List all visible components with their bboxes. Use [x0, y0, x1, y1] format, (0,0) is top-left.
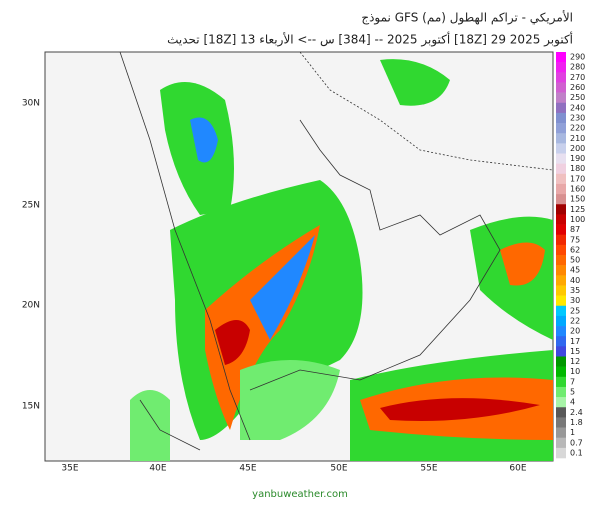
colorbar-swatch	[556, 194, 566, 205]
colorbar-label: 250	[570, 93, 585, 102]
colorbar-label: 12	[570, 357, 580, 366]
colorbar-label: 15	[570, 347, 580, 356]
colorbar-swatch	[556, 214, 566, 225]
colorbar-label: 87	[570, 225, 580, 234]
map-area	[44, 51, 554, 462]
colorbar-label: 40	[570, 276, 580, 285]
colorbar-swatch	[556, 52, 566, 63]
colorbar-label: 210	[570, 134, 585, 143]
colorbar-swatch	[556, 62, 566, 73]
colorbar-label: 280	[570, 63, 585, 72]
colorbar-swatch	[556, 427, 566, 438]
colorbar-label: 30	[570, 296, 580, 305]
colorbar-label: 20	[570, 327, 580, 336]
colorbar-swatch	[556, 295, 566, 307]
colorbar-swatch	[556, 153, 566, 164]
coastlines	[119, 52, 553, 451]
colorbar-swatch	[556, 183, 566, 195]
lat-label: 30N	[22, 99, 40, 109]
colorbar-label: 1	[570, 428, 575, 437]
subtitle: تحديث [18Z] 13 أكتوبر 2025 -- [384] س --…	[167, 32, 573, 48]
colorbar-swatch	[556, 366, 566, 378]
title: نموذج GFS الأمريكي - تراكم الهطول (مم)	[361, 10, 573, 26]
colorbar-swatch	[556, 376, 566, 388]
colorbar-swatch	[556, 397, 566, 408]
colorbar-label: 17	[570, 337, 580, 346]
colorbar-label: 0.1	[570, 448, 583, 457]
lat-label: 15N	[22, 402, 40, 412]
colorbar-swatch	[556, 112, 566, 124]
colorbar-label: 5	[570, 388, 575, 397]
colorbar-swatch	[556, 265, 566, 276]
colorbar-swatch	[556, 255, 566, 266]
colorbar-label: 62	[570, 245, 580, 254]
colorbar-label: 125	[570, 205, 585, 214]
lat-label: 20N	[22, 301, 40, 311]
colorbar-swatch	[556, 123, 566, 134]
colorbar-label: 22	[570, 316, 580, 325]
colorbar-swatch	[556, 234, 566, 246]
colorbar-label: 45	[570, 266, 580, 275]
colorbar-label: 35	[570, 286, 580, 295]
colorbar-label: 160	[570, 185, 585, 194]
colorbar-label: 220	[570, 124, 585, 133]
colorbar-swatch	[556, 204, 566, 215]
colorbar-label: 50	[570, 256, 580, 265]
colorbar-swatch	[556, 336, 566, 347]
colorbar-label: 100	[570, 215, 585, 224]
colorbar-label: 230	[570, 113, 585, 122]
colorbar-swatch	[556, 356, 566, 367]
lon-label: 35E	[61, 464, 78, 474]
colorbar-swatch	[556, 72, 566, 83]
colorbar-label: 75	[570, 235, 580, 244]
colorbar-label: 0.7	[570, 438, 583, 447]
colorbar-label: 260	[570, 83, 585, 92]
colorbar-swatch	[556, 326, 566, 337]
colorbar-label: 25	[570, 306, 580, 315]
colorbar-label: 150	[570, 195, 585, 204]
colorbar-swatch	[556, 224, 566, 235]
colorbar-label: 170	[570, 174, 585, 183]
colorbar-label: 10	[570, 367, 580, 376]
colorbar-label: 1.8	[570, 418, 583, 427]
colorbar-label: 290	[570, 53, 585, 62]
colorbar-swatch	[556, 305, 566, 317]
colorbar-swatch	[556, 275, 566, 286]
colorbar-swatch	[556, 102, 566, 114]
colorbar-swatch	[556, 417, 566, 428]
lon-label: 50E	[330, 464, 347, 474]
colorbar-swatch	[556, 82, 566, 93]
colorbar-label: 240	[570, 103, 585, 112]
colorbar-swatch	[556, 173, 566, 185]
colorbar-label: 270	[570, 73, 585, 82]
colorbar-swatch	[556, 133, 566, 144]
colorbar-label: 7	[570, 377, 575, 386]
colorbar-label: 2.4	[570, 408, 583, 417]
colorbar-swatch	[556, 407, 566, 418]
colorbar-label: 180	[570, 164, 585, 173]
colorbar-label: 4	[570, 398, 575, 407]
colorbar-swatch	[556, 437, 566, 449]
footer: yanbuweather.com	[252, 489, 348, 500]
precip-field	[130, 59, 553, 461]
colorbar-swatch	[556, 143, 566, 154]
lon-label: 45E	[239, 464, 256, 474]
lon-label: 60E	[509, 464, 526, 474]
colorbar-swatch	[556, 92, 566, 104]
colorbar-swatch	[556, 315, 566, 327]
colorbar-label: 190	[570, 154, 585, 163]
lat-label: 25N	[22, 201, 40, 211]
lon-label: 40E	[149, 464, 166, 474]
colorbar-swatch	[556, 285, 566, 296]
colorbar-swatch	[556, 163, 566, 175]
colorbar-label: 200	[570, 144, 585, 153]
lon-label: 55E	[420, 464, 437, 474]
colorbar-swatch	[556, 447, 566, 459]
colorbar-swatch	[556, 386, 566, 398]
colorbar-swatch	[556, 244, 566, 256]
colorbar-swatch	[556, 346, 566, 357]
